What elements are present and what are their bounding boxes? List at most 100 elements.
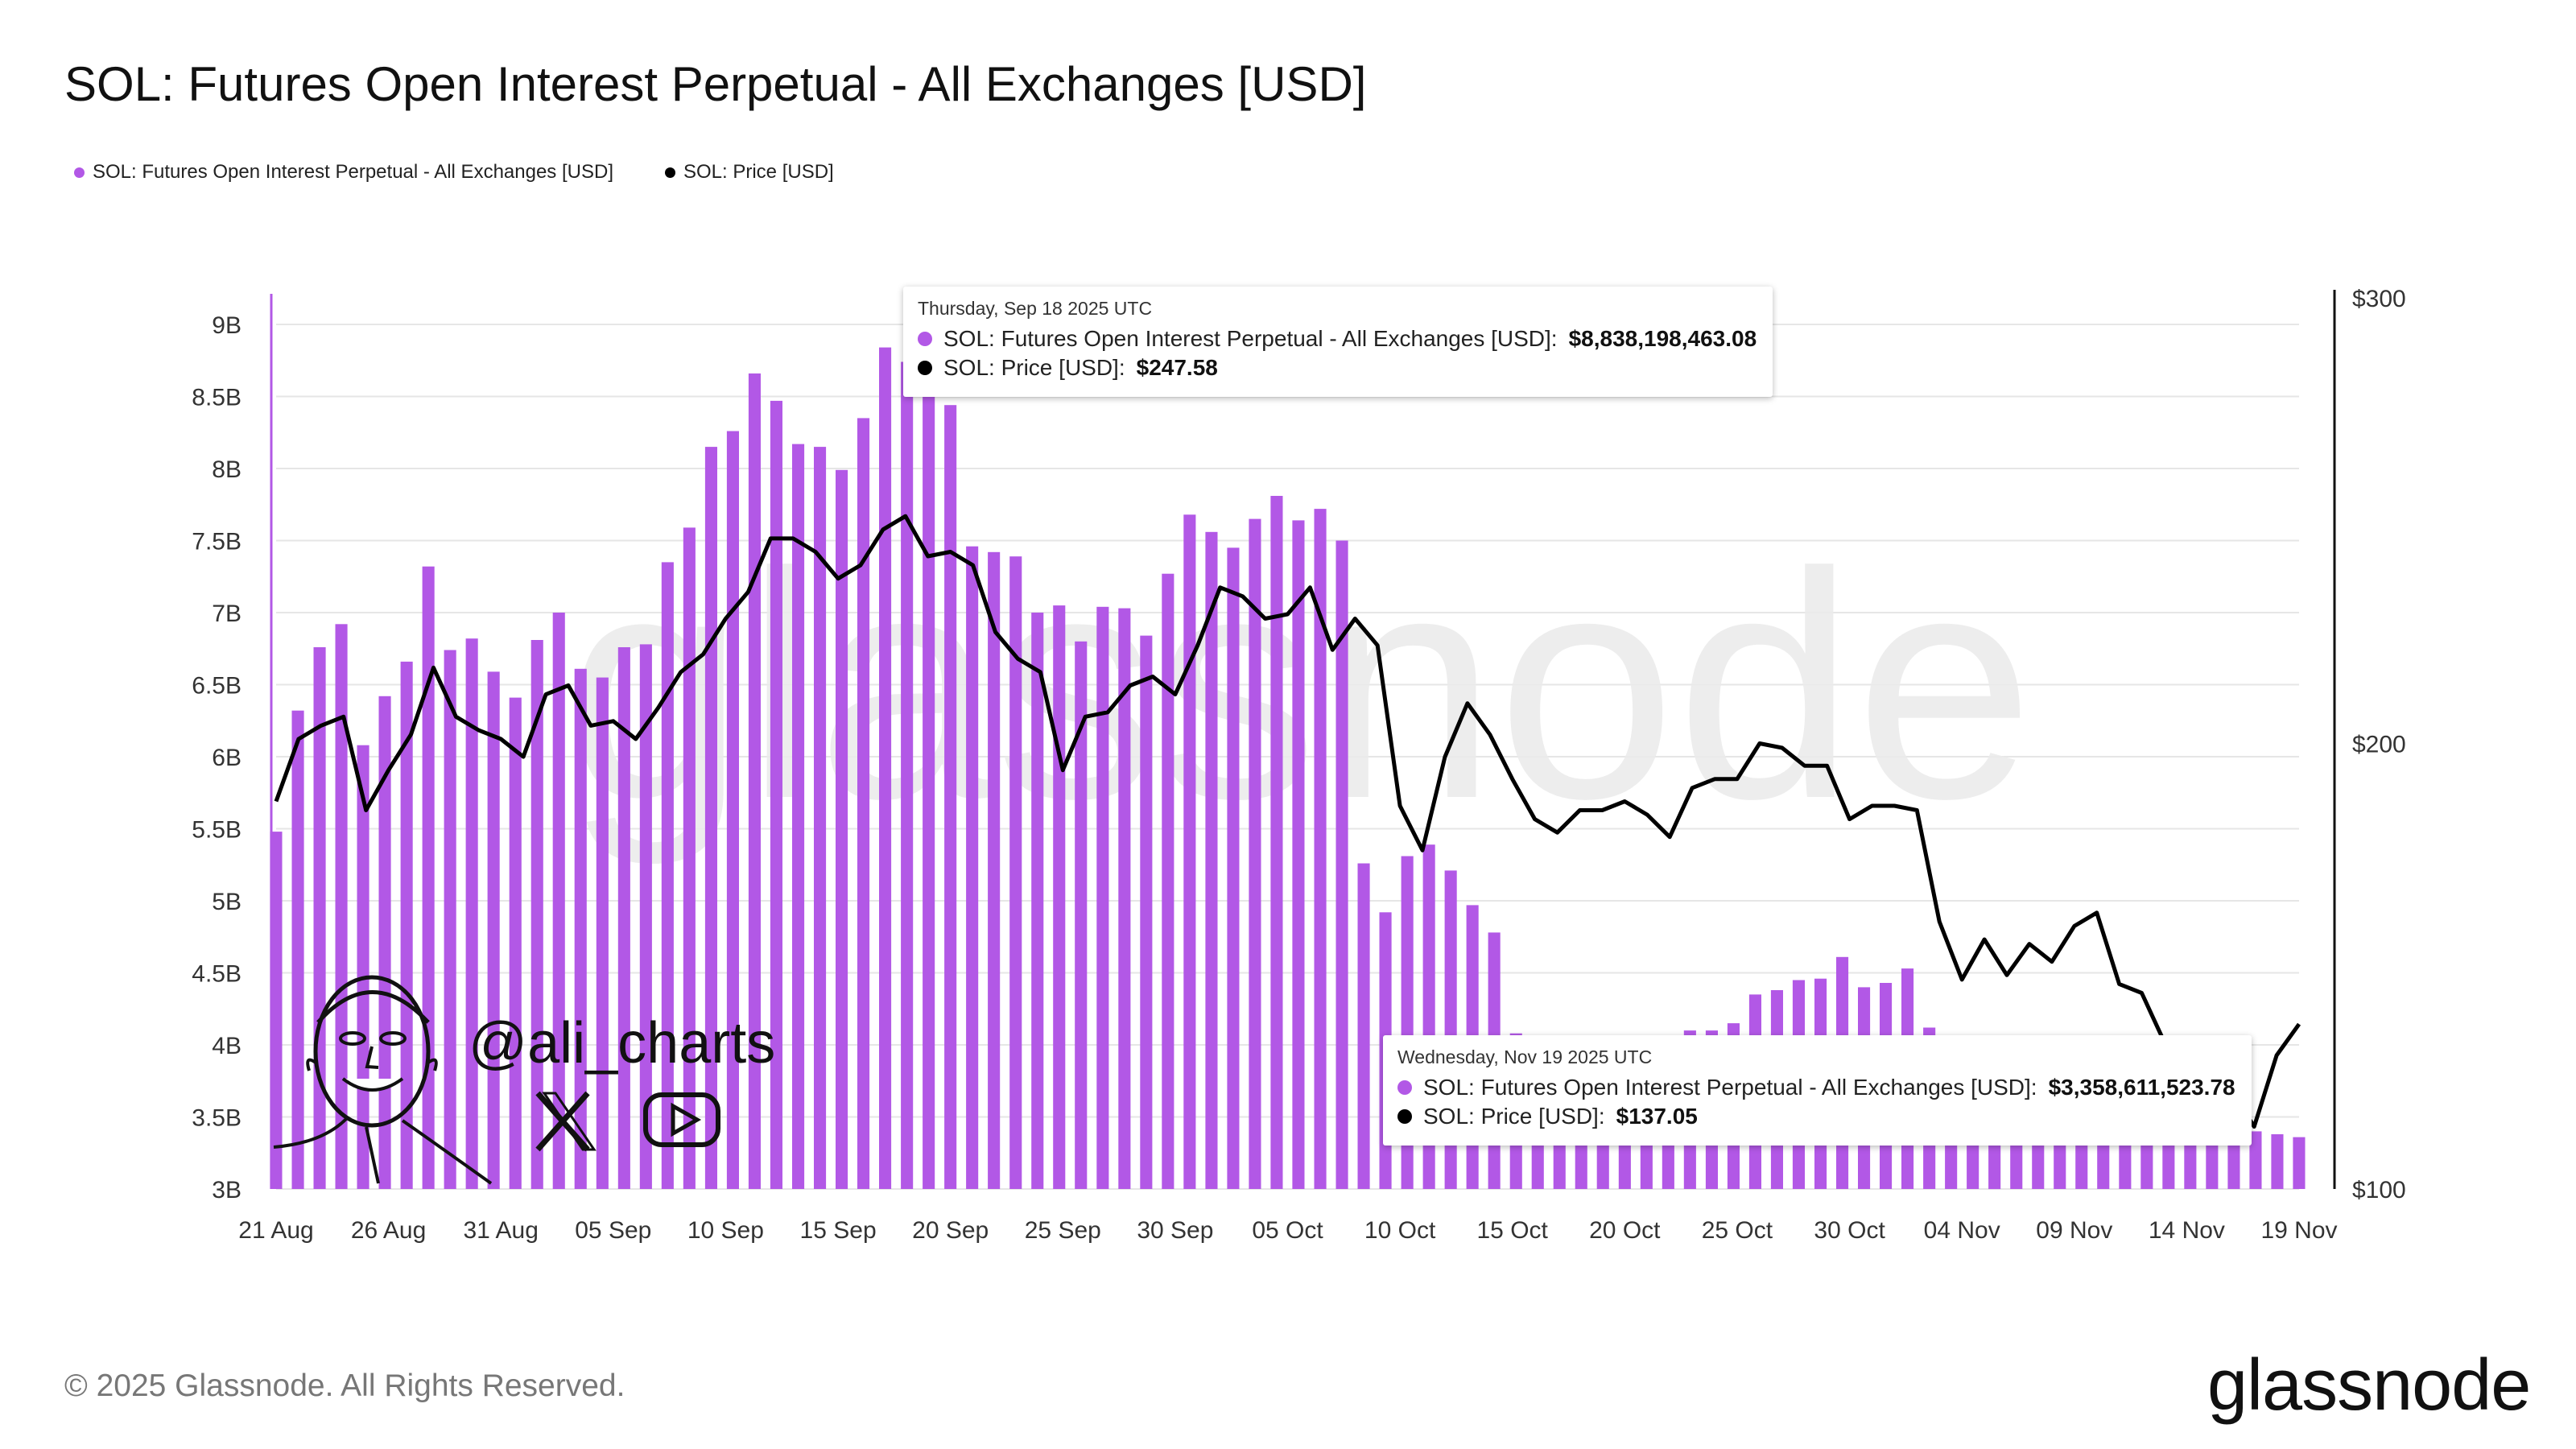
- x-tick-label: 30 Sep: [1137, 1217, 1213, 1244]
- oi-bar[interactable]: [335, 624, 348, 1189]
- oi-bar[interactable]: [726, 431, 739, 1190]
- oi-bar[interactable]: [683, 527, 696, 1189]
- oi-bar[interactable]: [923, 382, 935, 1190]
- x-tick-label: 15 Oct: [1477, 1217, 1549, 1244]
- oi-bar[interactable]: [574, 668, 587, 1189]
- tooltip-row-price: SOL: Price [USD]: $137.05: [1397, 1104, 2235, 1129]
- tooltip-price-value: $247.58: [1136, 355, 1218, 380]
- y-left-tick-label: 5.5B: [192, 817, 242, 844]
- oi-bar[interactable]: [814, 447, 827, 1189]
- oi-bar[interactable]: [792, 444, 805, 1189]
- legend-item-price[interactable]: SOL: Price [USD]: [664, 161, 834, 184]
- oi-bar[interactable]: [465, 638, 478, 1189]
- oi-bar[interactable]: [1009, 556, 1022, 1189]
- tooltip-row-open-interest: SOL: Futures Open Interest Perpetual - A…: [1397, 1075, 2235, 1100]
- price-legend-dot-icon: [664, 167, 675, 178]
- oi-bar[interactable]: [748, 373, 761, 1189]
- legend: SOL: Futures Open Interest Perpetual - A…: [74, 161, 834, 184]
- tooltip-price-label: SOL: Price [USD]:: [1423, 1104, 1605, 1129]
- price-line-group: [274, 514, 2301, 1129]
- tooltip-row-price: SOL: Price [USD]: $247.58: [918, 355, 1757, 381]
- tooltip-oi-label: SOL: Futures Open Interest Perpetual - A…: [1423, 1075, 2037, 1100]
- oi-bar[interactable]: [617, 647, 630, 1189]
- y-left-tick-label: 7B: [212, 601, 242, 627]
- oi-bar[interactable]: [1292, 520, 1305, 1189]
- legend-label-price: SOL: Price [USD]: [683, 161, 834, 183]
- oi-bar[interactable]: [639, 644, 652, 1189]
- oi-bar[interactable]: [530, 640, 543, 1189]
- oi-bar[interactable]: [2249, 1131, 2262, 1189]
- oi-bar[interactable]: [509, 697, 522, 1189]
- y-left-tick-label: 4B: [212, 1033, 242, 1059]
- x-tick-label: 19 Nov: [2260, 1217, 2337, 1244]
- copyright-text: © 2025 Glassnode. All Rights Reserved.: [64, 1368, 625, 1403]
- oi-bar[interactable]: [2271, 1134, 2284, 1189]
- oi-bar[interactable]: [1075, 641, 1088, 1189]
- oi-bar[interactable]: [270, 832, 283, 1189]
- brand-logo[interactable]: glassnode: [2207, 1345, 2531, 1426]
- oi-bar[interactable]: [1162, 573, 1174, 1189]
- price-line[interactable]: [274, 514, 2301, 1129]
- oi-bar[interactable]: [487, 671, 500, 1189]
- oi-bar[interactable]: [857, 418, 870, 1189]
- oi-bar[interactable]: [1227, 547, 1240, 1189]
- oi-bar[interactable]: [1335, 540, 1348, 1190]
- oi-bar[interactable]: [1140, 635, 1153, 1189]
- oi-bar[interactable]: [966, 546, 979, 1189]
- oi-bar[interactable]: [378, 696, 391, 1189]
- tooltip-sep-18: Thursday, Sep 18 2025 UTC SOL: Futures O…: [903, 287, 1773, 397]
- oi-bar[interactable]: [291, 710, 304, 1189]
- y-left-tick-label: 8B: [212, 456, 242, 483]
- avatar-sketch: [273, 975, 493, 1185]
- oi-bar[interactable]: [1118, 608, 1131, 1189]
- oi-bar[interactable]: [552, 613, 565, 1189]
- tooltip-nov-19: Wednesday, Nov 19 2025 UTC SOL: Futures …: [1383, 1035, 2252, 1146]
- oi-bar[interactable]: [422, 566, 435, 1189]
- oi-bar[interactable]: [661, 562, 674, 1189]
- oi-bar[interactable]: [1270, 496, 1283, 1189]
- oi-bar[interactable]: [988, 551, 1001, 1189]
- legend-item-open-interest[interactable]: SOL: Futures Open Interest Perpetual - A…: [74, 161, 613, 184]
- oi-bar[interactable]: [1249, 518, 1261, 1189]
- oi-bar[interactable]: [1314, 509, 1327, 1189]
- open-interest-dot-icon: [918, 332, 932, 346]
- oi-bar[interactable]: [1096, 606, 1109, 1189]
- oi-bar[interactable]: [879, 347, 892, 1190]
- oi-bar[interactable]: [704, 447, 717, 1189]
- youtube-icon[interactable]: [643, 1092, 720, 1147]
- oi-bar[interactable]: [444, 650, 456, 1190]
- chart-title: SOL: Futures Open Interest Perpetual - A…: [64, 57, 1367, 111]
- oi-bar[interactable]: [1357, 863, 1370, 1190]
- oi-bar[interactable]: [901, 361, 914, 1190]
- x-tick-label: 20 Sep: [912, 1217, 989, 1244]
- y-right-tick-label: $300: [2352, 286, 2406, 312]
- oi-bar[interactable]: [944, 405, 957, 1189]
- oi-bar[interactable]: [357, 745, 369, 1189]
- x-tick-label: 05 Sep: [575, 1217, 651, 1244]
- oi-bar[interactable]: [596, 677, 609, 1189]
- x-tick-label: 31 Aug: [463, 1217, 538, 1244]
- y-left-tick-label: 9B: [212, 312, 242, 339]
- author-handle: @ali_charts: [469, 1011, 776, 1075]
- oi-bar[interactable]: [2293, 1137, 2306, 1189]
- x-icon[interactable]: [535, 1091, 597, 1152]
- x-tick-label: 20 Oct: [1589, 1217, 1661, 1244]
- y-left-tick-label: 4.5B: [192, 961, 242, 988]
- y-left-tick-label: 6B: [212, 745, 242, 771]
- oi-bar[interactable]: [1205, 531, 1218, 1189]
- x-tick-label: 09 Nov: [2036, 1217, 2112, 1244]
- tooltip-price-value: $137.05: [1616, 1104, 1698, 1129]
- tooltip-row-open-interest: SOL: Futures Open Interest Perpetual - A…: [918, 326, 1757, 352]
- oi-bar[interactable]: [1053, 605, 1066, 1189]
- oi-bar[interactable]: [400, 661, 413, 1189]
- price-dot-icon: [918, 361, 932, 375]
- oi-bar[interactable]: [1031, 613, 1044, 1189]
- tooltip-date: Thursday, Sep 18 2025 UTC: [918, 298, 1153, 319]
- x-tick-label: 26 Aug: [351, 1217, 426, 1244]
- y-left-tick-label: 3.5B: [192, 1105, 242, 1132]
- oi-bar[interactable]: [1183, 514, 1196, 1189]
- oi-bar[interactable]: [770, 400, 782, 1189]
- tooltip-oi-value: $8,838,198,463.08: [1568, 326, 1757, 351]
- oi-bar[interactable]: [836, 469, 848, 1189]
